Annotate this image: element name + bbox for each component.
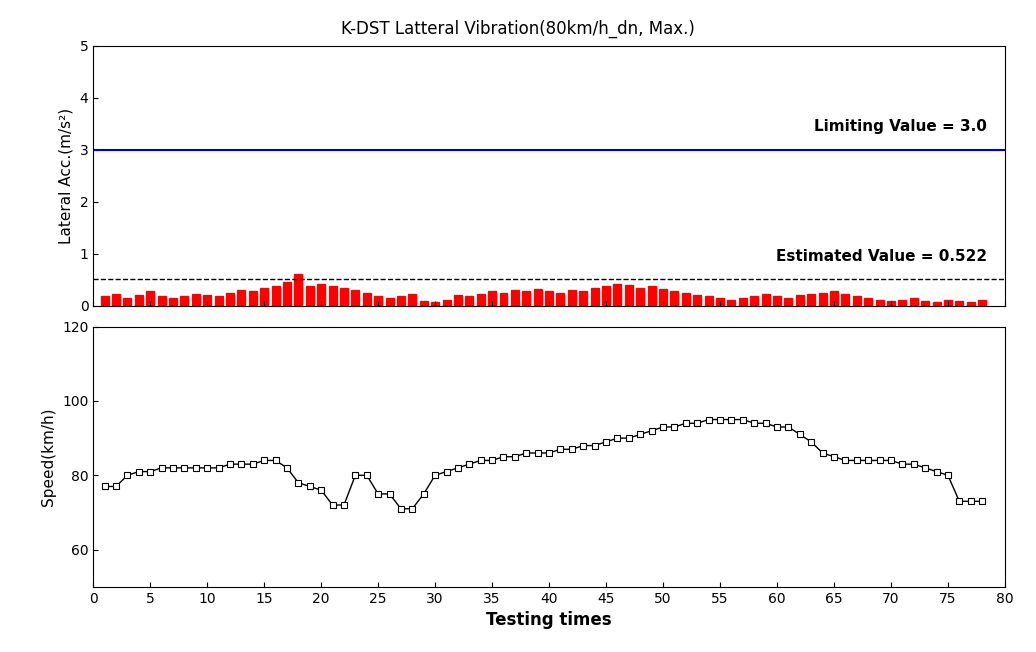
Bar xyxy=(420,301,428,306)
Bar xyxy=(545,291,553,306)
Bar xyxy=(750,297,758,306)
Bar xyxy=(739,298,747,306)
Bar xyxy=(875,299,884,306)
Bar xyxy=(408,294,416,306)
Bar xyxy=(488,291,496,306)
Bar xyxy=(112,294,120,306)
Bar xyxy=(568,290,576,306)
Bar xyxy=(579,291,587,306)
Bar xyxy=(123,298,132,306)
Bar xyxy=(306,286,314,306)
Bar xyxy=(271,286,280,306)
Bar xyxy=(169,298,177,306)
Bar xyxy=(374,297,382,306)
Bar xyxy=(363,293,371,306)
Bar xyxy=(465,297,473,306)
Bar xyxy=(556,293,565,306)
Bar xyxy=(761,294,770,306)
Bar xyxy=(921,301,929,306)
Bar xyxy=(659,289,667,306)
Bar xyxy=(967,302,975,306)
Bar xyxy=(511,290,519,306)
Bar xyxy=(260,288,268,306)
Bar xyxy=(830,291,838,306)
Bar xyxy=(351,290,359,306)
Bar xyxy=(955,301,963,306)
Bar xyxy=(283,282,291,306)
Bar xyxy=(317,284,325,306)
Bar xyxy=(454,295,462,306)
Bar xyxy=(226,293,234,306)
Bar xyxy=(180,297,189,306)
Bar xyxy=(328,286,337,306)
Bar xyxy=(807,294,815,306)
Bar xyxy=(135,295,143,306)
Bar xyxy=(294,274,303,306)
Bar xyxy=(522,291,530,306)
Bar xyxy=(841,294,850,306)
Bar xyxy=(682,293,690,306)
Bar xyxy=(625,285,633,306)
Bar xyxy=(613,284,622,306)
Bar xyxy=(887,301,895,306)
Text: Limiting Value = 3.0: Limiting Value = 3.0 xyxy=(814,119,986,134)
Bar xyxy=(385,298,394,306)
Bar xyxy=(716,298,724,306)
Bar xyxy=(818,293,827,306)
Bar xyxy=(704,297,713,306)
Bar xyxy=(853,297,861,306)
Bar xyxy=(157,297,166,306)
Bar xyxy=(727,299,736,306)
Bar xyxy=(944,299,952,306)
Bar xyxy=(796,295,804,306)
Bar xyxy=(693,295,701,306)
Y-axis label: Speed(km/h): Speed(km/h) xyxy=(41,408,56,506)
Bar xyxy=(773,297,781,306)
Bar xyxy=(864,298,872,306)
Text: Estimated Value = 0.522: Estimated Value = 0.522 xyxy=(776,249,986,264)
Bar xyxy=(340,288,348,306)
Bar xyxy=(534,289,542,306)
Bar xyxy=(100,297,109,306)
Bar xyxy=(442,299,451,306)
Bar xyxy=(636,288,644,306)
Bar xyxy=(932,302,941,306)
Bar xyxy=(477,294,485,306)
Bar xyxy=(203,295,211,306)
Bar xyxy=(910,298,918,306)
Bar xyxy=(670,291,679,306)
Bar xyxy=(591,288,599,306)
Bar xyxy=(978,299,986,306)
Bar xyxy=(249,291,257,306)
Bar xyxy=(602,286,610,306)
Y-axis label: Lateral Acc.(m/s²): Lateral Acc.(m/s²) xyxy=(59,108,74,244)
Bar xyxy=(898,299,906,306)
Bar xyxy=(499,293,508,306)
Bar xyxy=(146,291,154,306)
X-axis label: Testing times: Testing times xyxy=(486,611,612,629)
Bar xyxy=(237,290,246,306)
Bar xyxy=(397,297,405,306)
Bar xyxy=(648,286,656,306)
Bar xyxy=(192,294,200,306)
Bar xyxy=(214,297,223,306)
Bar xyxy=(431,302,439,306)
Text: K-DST Latteral Vibration(80km/h_dn, Max.): K-DST Latteral Vibration(80km/h_dn, Max.… xyxy=(341,20,695,38)
Bar xyxy=(784,298,793,306)
